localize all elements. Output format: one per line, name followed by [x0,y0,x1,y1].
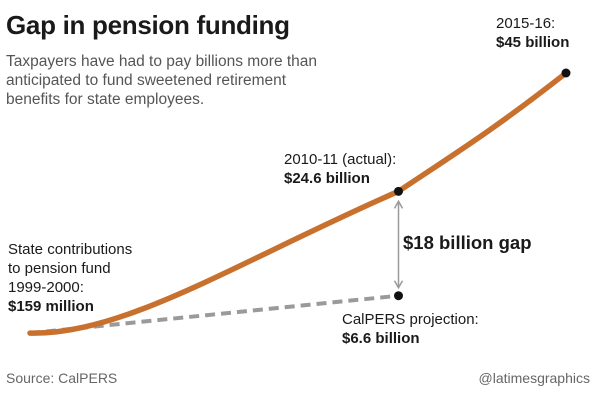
annotation-mid: 2010-11 (actual): $24.6 billion [284,150,396,188]
annotation-projection-text: CalPERS projection: [342,311,479,328]
credit-note: @latimesgraphics [478,370,590,386]
projection-line [29,293,399,336]
actual-line [27,70,569,336]
annotation-start: State contributions to pension fund 1999… [8,240,132,316]
annotation-end: 2015-16: $45 billion [496,14,569,52]
chart-subtitle: Taxpayers have had to pay billions more … [6,53,318,108]
chart-title: Gap in pension funding [6,10,290,40]
annotation-mid-value: $24.6 billion [284,170,370,187]
point-2010-actual [394,186,403,196]
annotation-end-value: $45 billion [496,34,570,51]
annotation-end-text: 2015-16: [496,15,556,32]
point-2010-projection [394,291,403,301]
annotation-mid-text: 2010-11 (actual): [284,151,397,168]
annotation-start-line-3: 1999-2000: [8,279,84,296]
annotation-projection: CalPERS projection: $6.6 billion [342,310,479,348]
point-2015 [561,68,571,78]
gap-arrow-head-top [393,199,404,209]
gap-label: $18 billion gap [403,232,532,253]
gap-arrow-head-bottom [393,280,404,290]
source-note: Source: CalPERS [6,370,118,386]
annotation-start-line-2: to pension fund [8,260,111,277]
annotation-start-value: $159 million [8,298,94,315]
annotation-projection-value: $6.6 billion [342,330,420,347]
annotation-start-line-1: State contributions [8,241,133,258]
